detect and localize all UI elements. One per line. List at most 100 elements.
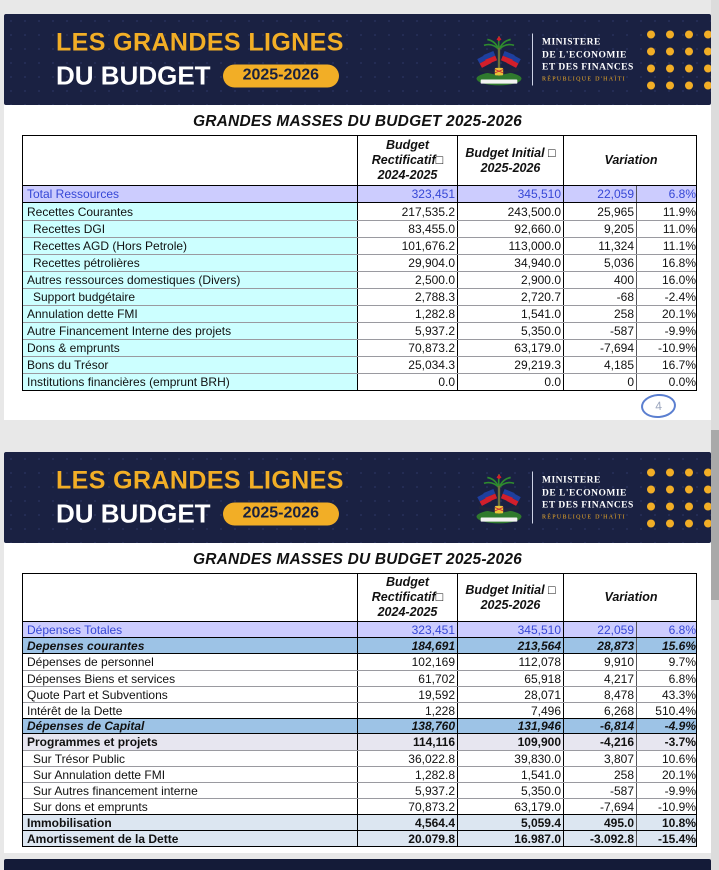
dot-icon: [703, 47, 712, 55]
dots-decoration: [646, 30, 719, 89]
value-cell: 11.9%: [662, 204, 696, 219]
row-label: Total Ressources: [23, 186, 358, 202]
dot-icon: [665, 485, 674, 493]
table-row: Autre Financement Interne des projets 5,9…: [23, 322, 696, 339]
value-cell: -10.9%: [657, 341, 696, 355]
table-row: Recettes AGD (Hors Petrole) 101,676.2 113,…: [23, 237, 696, 254]
table-row: Recettes DGI 83,455.0 92,660.0 9,205 11.0%: [23, 220, 696, 237]
value-cell: 43.3%: [661, 687, 696, 702]
value-cell: 0.0: [458, 374, 564, 390]
value-cell: 63,179.0: [458, 340, 564, 356]
value-cell: 243,500.0: [458, 203, 564, 220]
value-cell: -7,694: [564, 799, 637, 814]
row-label: Support budgétaire: [23, 289, 358, 305]
value-cell: 4,564.4: [358, 815, 458, 830]
ministry-name: MINISTERE DE L'ECONOMIE ET DES FINANCES …: [542, 37, 634, 82]
value-cell: -587: [564, 323, 637, 339]
value-cell: 184,691: [358, 638, 458, 653]
value-cell: 20.1%: [661, 767, 696, 782]
row-label: Quote Part et Subventions: [23, 687, 358, 702]
value-cell: 101,676.2: [358, 238, 458, 254]
value-cell: 63,179.0: [458, 799, 564, 814]
column-header-line: Budget Initial □: [465, 145, 556, 160]
table-row: Support budgétaire 2,788.3 2,720.7 -68 -2.4%: [23, 288, 696, 305]
table-row: Depenses courantes 184,691 213,564 28,873 15…: [23, 638, 696, 654]
row-label: Sur dons et emprunts: [23, 799, 358, 814]
table-row: Programmes et projets 114,116 109,900 -4,21…: [23, 734, 696, 750]
table-header-row: Budget Rectificatif□ 2024-2025 Budget Initi…: [23, 136, 696, 186]
dot-icon: [665, 64, 674, 72]
value-cell: 510.4%: [655, 703, 696, 718]
row-label: Sur Autres financement interne: [23, 783, 358, 798]
value-cell: 11.0%: [662, 222, 696, 236]
ministry-line: MINISTERE: [542, 37, 601, 48]
dot-icon: [665, 502, 674, 510]
value-cell: 29,219.3: [458, 357, 564, 373]
value-cell: 131,946: [458, 719, 564, 733]
dot-icon: [646, 64, 655, 72]
row-label: Annulation dette FMI: [23, 306, 358, 322]
row-label: Depenses courantes: [23, 638, 358, 653]
scrollbar[interactable]: [711, 0, 719, 870]
value-cell: 61,702: [358, 671, 458, 686]
value-cell: 10.6%: [661, 751, 696, 766]
banner-title-line1: LES GRANDES LIGNES: [56, 28, 344, 56]
dot-icon: [703, 30, 712, 38]
value-cell: -4.9%: [664, 719, 696, 733]
column-header: Budget Initial □ 2025-2026: [458, 574, 564, 621]
value-cell: 400: [564, 272, 637, 288]
dot-icon: [684, 468, 693, 476]
table-row: Annulation dette FMI 1,282.8 1,541.0 258 20.…: [23, 305, 696, 322]
value-cell: 16.987.0: [458, 831, 564, 846]
column-header-line: Variation: [604, 590, 658, 605]
value-cell: 65,918: [458, 671, 564, 686]
value-cell: -3.092.8: [564, 831, 637, 846]
table-row: Intérêt de la Dette 1,228 7,496 6,268 510.4%: [23, 702, 696, 718]
dots-decoration: [646, 468, 719, 527]
table-row: Dépenses de personnel 102,169 112,078 9,910…: [23, 654, 696, 670]
dot-icon: [703, 468, 712, 476]
ministry-name: MINISTERE DE L'ECONOMIE ET DES FINANCES …: [542, 475, 634, 520]
value-cell: 1,282.8: [358, 767, 458, 782]
dot-icon: [703, 519, 712, 527]
value-cell: 29,904.0: [358, 255, 458, 271]
table-row: Institutions financières (emprunt BRH) 0.…: [23, 373, 696, 390]
row-label: Amortissement de la Dette: [23, 831, 358, 846]
row-label: Dépenses Totales: [23, 622, 358, 637]
bottom-bar: [4, 859, 711, 870]
value-cell: 258: [564, 306, 637, 322]
value-cell: 5,937.2: [358, 323, 458, 339]
value-cell: 1,228: [358, 703, 458, 718]
table-header-row: Budget Rectificatif□ 2024-2025 Budget Initi…: [23, 574, 696, 622]
row-label: Dons & emprunts: [23, 340, 358, 356]
table-row: Total Ressources 323,451 345,510 22,059 6.8%: [23, 186, 696, 203]
value-cell: 4,217: [564, 671, 637, 686]
table-row: Recettes pétrolières 29,904.0 34,940.0 5,03…: [23, 254, 696, 271]
value-cell: -68: [564, 289, 637, 305]
value-cell: 217,535.2: [358, 203, 458, 220]
value-cell: 22,059: [564, 622, 637, 637]
column-header-line: 2024-2025: [377, 604, 438, 619]
ministry-line: ET DES FINANCES: [542, 62, 634, 73]
column-header: Variation: [564, 136, 698, 185]
value-cell: -2.4%: [664, 290, 696, 304]
value-cell: 22,059: [564, 186, 637, 202]
value-cell: 20.1%: [661, 307, 696, 321]
row-label: Intérêt de la Dette: [23, 703, 358, 718]
value-cell: -15.4%: [657, 831, 696, 846]
scrollbar-thumb[interactable]: [711, 430, 719, 600]
row-label: Dépenses de personnel: [23, 654, 358, 670]
value-cell: 28,071: [458, 687, 564, 702]
row-label: Dépenses de Capital: [23, 719, 358, 733]
row-label: Autre Financement Interne des projets: [23, 323, 358, 339]
value-cell: 112,078: [458, 654, 564, 670]
value-cell: 8,478: [564, 687, 637, 702]
value-cell: 345,510: [458, 186, 564, 202]
banner-title-line2: DU BUDGET: [56, 498, 211, 528]
value-cell: 258: [564, 767, 637, 782]
value-cell: -587: [564, 783, 637, 798]
dot-icon: [703, 81, 712, 89]
value-cell: 9,910: [564, 654, 637, 670]
value-cell: 39,830.0: [458, 751, 564, 766]
republic-label: RÉPUBLIQUE D'HAÏTI: [542, 514, 626, 521]
